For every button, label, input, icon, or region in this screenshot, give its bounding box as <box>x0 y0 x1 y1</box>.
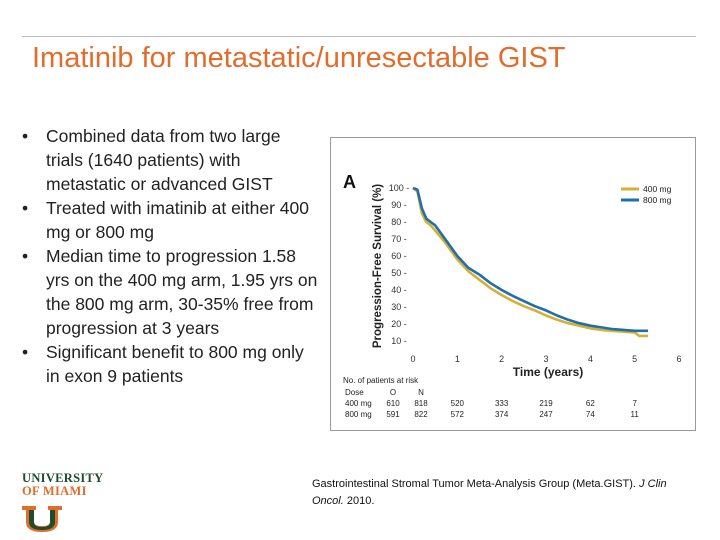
slide-title: Imatinib for metastatic/unresectable GIS… <box>32 42 566 74</box>
title-divider <box>22 36 696 37</box>
risk-count: 7 <box>632 399 637 408</box>
axis-ticks: 10 - 20 - 30 - 40 - 50 - 60 - 70 - 80 - 90 - 100 … <box>389 183 682 364</box>
risk-row-o: 591 <box>386 410 400 419</box>
citation: Gastrointestinal Stromal Tumor Meta-Anal… <box>312 476 692 510</box>
risk-count: 333 <box>495 399 509 408</box>
risk-count: 247 <box>539 410 553 419</box>
bullet-symbol: • <box>22 198 29 218</box>
bullet-list: • Combined data from two large trials (16… <box>22 124 322 388</box>
legend-label-400: 400 mg <box>643 184 672 194</box>
citation-year: 2010. <box>346 495 375 507</box>
x-tick-label: 0 <box>410 354 415 364</box>
bullet-text: Median time to progression 1.58 yrs on t… <box>46 246 318 338</box>
x-tick-label: 3 <box>543 354 548 364</box>
risk-count: 219 <box>539 399 553 408</box>
series-lines <box>412 186 648 338</box>
legend-label-800: 800 mg <box>643 195 672 205</box>
risk-row-o: 610 <box>386 399 400 408</box>
y-tick-label: 100 - <box>389 183 410 193</box>
x-tick-label: 6 <box>676 354 681 364</box>
x-axis-label: Time (years) <box>513 365 583 379</box>
bullet-text: Treated with imatinib at either 400 mg o… <box>46 198 309 242</box>
risk-count: 62 <box>586 399 595 408</box>
risk-count: 520 <box>451 399 465 408</box>
u-logo-icon <box>22 506 62 532</box>
risk-table: No. of patients at risk Dose O N 400 mg … <box>343 376 639 419</box>
university-logo: UNIVERSITY OF MIAMI <box>22 471 104 532</box>
x-tick-label: 5 <box>632 354 637 364</box>
x-tick-label: 1 <box>455 354 460 364</box>
x-tick-label: 4 <box>588 354 593 364</box>
risk-row-dose: 800 mg <box>345 410 372 419</box>
panel-label: A <box>343 172 356 192</box>
y-tick-label: 80 - <box>391 217 407 227</box>
y-tick-label: 10 - <box>391 336 407 346</box>
risk-row-n: 818 <box>414 399 428 408</box>
risk-count: 374 <box>495 410 509 419</box>
citation-journal: J Clin Oncol. <box>312 478 667 507</box>
citation-authors: Gastrointestinal Stromal Tumor Meta-Anal… <box>312 478 636 490</box>
y-tick-label: 50 - <box>391 268 407 278</box>
series-line-800-mg <box>412 186 648 333</box>
y-tick-label: 20 - <box>391 319 407 329</box>
risk-col-n: N <box>418 388 424 397</box>
risk-count: 74 <box>586 410 595 419</box>
y-tick-label: 70 - <box>391 234 407 244</box>
km-chart: A Progression-Free Survival (%) Time (ye… <box>343 172 682 419</box>
bullet-item: • Significant benefit to 800 mg only in e… <box>22 340 322 388</box>
bullet-symbol: • <box>22 342 29 362</box>
risk-count: 572 <box>451 410 465 419</box>
logo-line-2: OF MIAMI <box>22 484 87 498</box>
bullet-symbol: • <box>22 246 29 266</box>
bullet-text: Combined data from two large trials (164… <box>46 126 281 194</box>
bullet-item: • Combined data from two large trials (16… <box>22 124 322 196</box>
bullet-item: • Treated with imatinib at either 400 mg … <box>22 196 322 244</box>
logo-line-1: UNIVERSITY <box>22 471 104 485</box>
bullet-text: Significant benefit to 800 mg only in ex… <box>46 342 304 386</box>
x-tick-label: 2 <box>499 354 504 364</box>
risk-row-n: 822 <box>414 410 428 419</box>
bullet-symbol: • <box>22 126 29 146</box>
y-tick-label: 30 - <box>391 302 407 312</box>
risk-table-header: No. of patients at risk <box>343 376 419 385</box>
bullet-item: • Median time to progression 1.58 yrs on … <box>22 244 322 340</box>
y-tick-label: 60 - <box>391 251 407 261</box>
risk-col-dose: Dose <box>345 388 364 397</box>
risk-col-o: O <box>390 388 396 397</box>
y-tick-label: 40 - <box>391 285 407 295</box>
risk-row-dose: 400 mg <box>345 399 372 408</box>
y-tick-label: 90 - <box>391 200 407 210</box>
risk-count: 11 <box>631 410 640 419</box>
km-figure: A Progression-Free Survival (%) Time (ye… <box>330 137 696 431</box>
series-line-400-mg <box>412 186 648 338</box>
chart-legend: 400 mg 800 mg <box>621 184 672 205</box>
y-axis-label: Progression-Free Survival (%) <box>372 184 384 348</box>
